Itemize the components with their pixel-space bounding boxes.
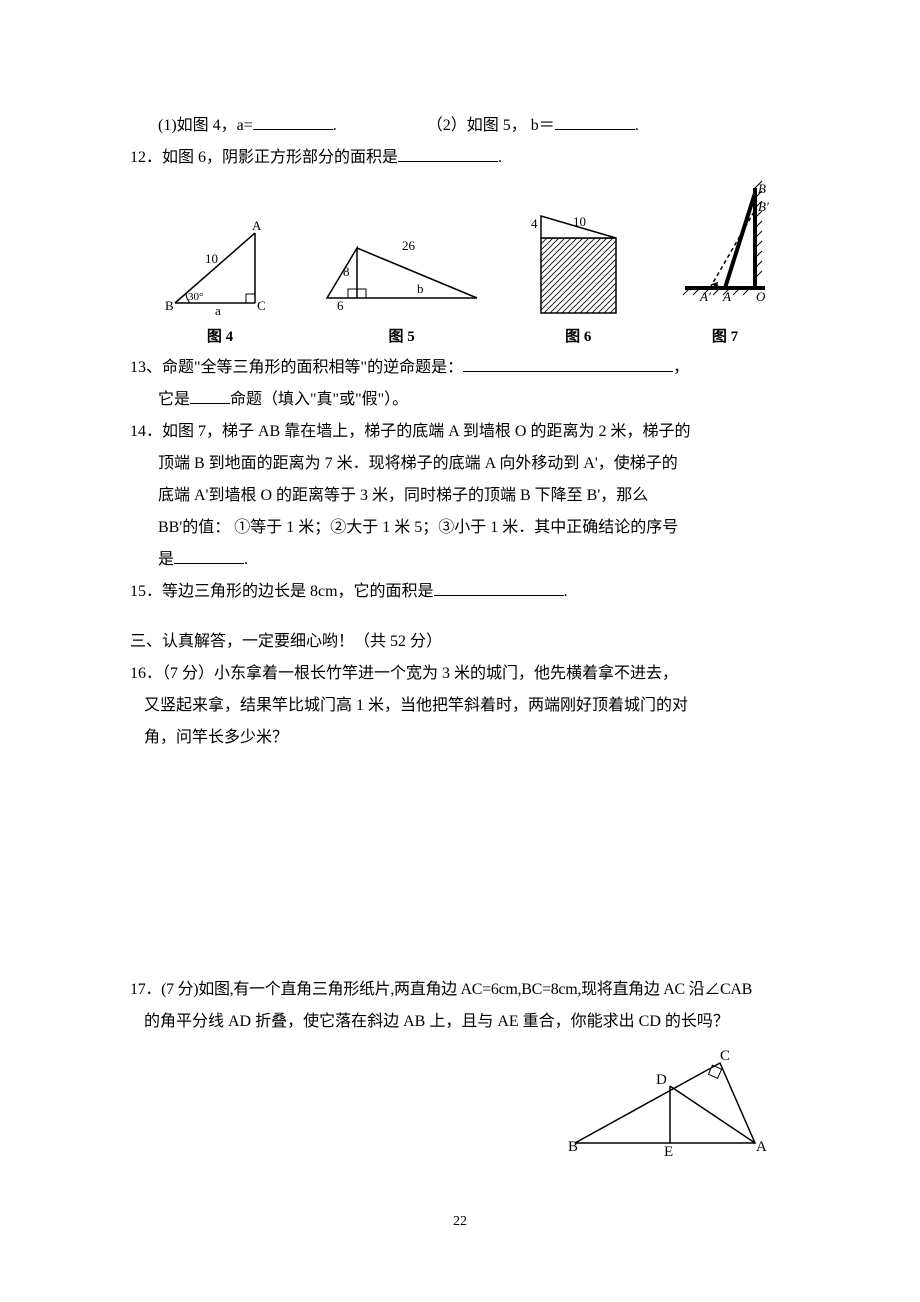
fig4: A B C 10 30° a 图 4 [160,218,280,352]
q16-l2: 又竖起来拿，结果竿比城门高 1 米，当他把竿斜着时，两端刚好顶着城门的对 [130,690,790,722]
fig5: 8 6 26 b 图 5 [317,218,487,352]
fig4-side: a [215,303,221,318]
q14-blank [174,547,244,564]
q11-blank2 [555,113,635,130]
fig17-ptE: E [664,1144,673,1158]
q14-l1: 14．如图 7，梯子 AB 靠在墙上，梯子的底端 A 到墙根 O 的距离为 2 … [130,416,790,448]
fig5-svg: 8 6 26 b [317,218,487,318]
q11-part1-post: . [333,117,337,134]
fig4-ptC: C [257,298,266,313]
fig5-caption: 图 5 [389,322,415,352]
fig4-ptB: B [165,298,174,313]
q11-part1-pre: (1)如图 4，a= [158,117,253,134]
fig5-hyp: 26 [402,238,416,253]
q17-l2: 的角平分线 AD 折叠，使它落在斜边 AB 上，且与 AE 重合，你能求出 CD… [130,1006,790,1038]
q11-part2-pre: （2）如图 5， b＝ [427,117,555,134]
fig6-a: 4 [531,216,538,231]
section3: 三、认真解答，一定要细心哟！（共 52 分） [130,626,790,658]
q13-blank2 [190,387,230,404]
page: (1)如图 4，a=. （2）如图 5， b＝. 12．如图 6，阴影正方形部分… [0,0,920,1296]
q11-blank1 [253,113,333,130]
q15-pre: 15．等边三角形的边长是 8cm，它的面积是 [130,583,434,600]
q12: 12．如图 6，阴影正方形部分的面积是. [130,142,790,174]
figures-row: A B C 10 30° a 图 4 8 6 26 b 图 5 [160,178,780,352]
fig17-ptA: A [756,1139,767,1155]
fig4-svg: A B C 10 30° a [160,218,280,318]
fig17-ptC: C [720,1048,730,1064]
fig7-caption: 图 7 [712,322,738,352]
q12-pre: 12．如图 6，阴影正方形部分的面积是 [130,149,398,166]
q16-l3: 角，问竿长多少米？ [130,722,790,754]
q13-blank1 [463,355,673,372]
fig7-ptB: B [758,181,766,196]
fig7-ptBp: B′ [758,199,769,214]
q14-l5-pre: 是 [158,551,174,568]
fig5-side: b [417,281,424,296]
fig5-leg2: 6 [337,298,344,313]
q14-l5: 是. [130,544,790,576]
q13-l1: 13、命题"全等三角形的面积相等"的逆命题是： ， [130,352,790,384]
page-number: 22 [130,1208,790,1236]
q11-row: (1)如图 4，a=. （2）如图 5， b＝. [130,110,790,142]
fig4-ptA: A [252,218,262,233]
q13-l2-pre: 它是 [158,391,190,408]
fig4-angle: 30° [188,291,203,303]
q13-post1: ， [673,359,689,376]
fig7-ptAp: A′ [699,289,711,304]
fig17-svg: B A C D E [560,1048,780,1158]
q17-l1: 17．(7 分)如图,有一个直角三角形纸片,两直角边 AC=6cm,BC=8cm… [130,974,790,1006]
fig4-caption: 图 4 [207,322,233,352]
q11-part2: （2）如图 5， b＝. [427,110,639,142]
q14-l3: 底端 A'到墙根 O 的距离等于 3 米，同时梯子的顶端 B 下降至 B'，那么 [130,480,790,512]
q11-part2-post: . [635,117,639,134]
fig4-hyp: 10 [205,251,218,266]
q14-l5-post: . [244,551,248,568]
q12-blank [398,145,498,162]
fig17-ptB: B [568,1139,578,1155]
q15-post: . [564,583,568,600]
fig7-ptA: A [722,289,731,304]
fig6-svg: 4 10 [523,208,633,318]
fig6: 4 10 图 6 [523,208,633,352]
fig7-ptO: O [756,289,766,304]
fig5-leg1: 8 [343,264,350,279]
q14-l4: BB'的值： ①等于 1 米；②大于 1 米 5；③小于 1 米．其中正确结论的… [130,512,790,544]
fig17-ptD: D [656,1072,667,1088]
q15-blank [434,579,564,596]
q16-l1: 16．（7 分）小东拿着一根长竹竿进一个宽为 3 米的城门，他先横着拿不进去， [130,658,790,690]
fig17-wrap: B A C D E [130,1048,790,1158]
fig7: B B′ A A′ O 图 7 [670,178,780,352]
q13-pre: 13、命题"全等三角形的面积相等"的逆命题是： [130,359,463,376]
q11-part1: (1)如图 4，a=. [158,110,337,142]
fig7-svg: B B′ A A′ O [670,178,780,318]
q13-l2: 它是 命题（填入"真"或"假"）。 [130,384,790,416]
q14-l2: 顶端 B 到地面的距离为 7 米．现将梯子的底端 A 向外移动到 A'，使梯子的 [130,448,790,480]
q15: 15．等边三角形的边长是 8cm，它的面积是. [130,576,790,608]
q13-l2-post: 命题（填入"真"或"假"）。 [230,391,408,408]
q12-post: . [498,149,502,166]
fig6-caption: 图 6 [565,322,591,352]
fig6-b: 10 [573,214,586,229]
q16-workspace [130,754,790,974]
